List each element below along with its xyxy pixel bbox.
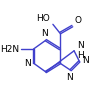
Text: H2N: H2N (0, 44, 19, 54)
Text: HO: HO (37, 14, 50, 23)
Text: N: N (24, 59, 31, 68)
Text: N
H: N H (78, 41, 84, 60)
Text: N: N (66, 73, 73, 82)
Text: N: N (82, 56, 89, 65)
Text: N: N (42, 29, 48, 38)
Text: O: O (75, 16, 82, 25)
